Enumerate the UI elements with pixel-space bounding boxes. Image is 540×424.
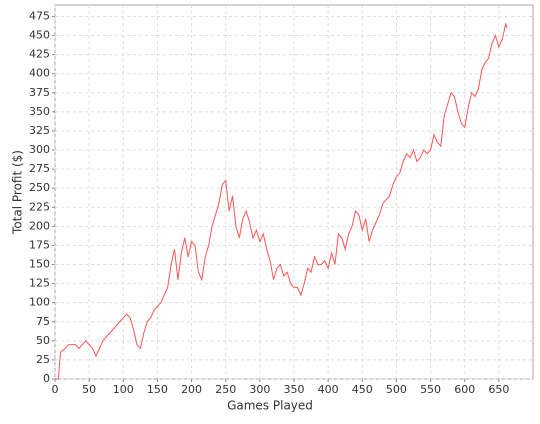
line-series (55, 22, 508, 380)
x-tick-label: 300 (249, 383, 270, 396)
y-tick-label: 325 (29, 124, 50, 137)
x-tick-label: 400 (318, 383, 339, 396)
x-tick-label: 200 (181, 383, 202, 396)
x-axis-label: Games Played (227, 399, 313, 413)
y-tick-label: 125 (29, 277, 50, 290)
x-tick-label: 0 (52, 383, 59, 396)
x-tick-label: 450 (352, 383, 373, 396)
y-tick-label: 225 (29, 200, 50, 213)
y-tick-label: 25 (36, 353, 50, 366)
x-tick-label: 50 (82, 383, 96, 396)
y-tick-label: 450 (29, 29, 50, 42)
y-tick-label: 175 (29, 238, 50, 251)
y-axis-label: Total Profit ($) (11, 150, 25, 235)
x-tick-label: 250 (215, 383, 236, 396)
x-tick-label: 150 (147, 383, 168, 396)
y-tick-label: 50 (36, 334, 50, 347)
y-tick-label: 400 (29, 67, 50, 80)
y-tick-label: 0 (43, 372, 50, 385)
y-tick-label: 425 (29, 48, 50, 61)
x-tick-label: 650 (488, 383, 509, 396)
x-tick-label: 350 (284, 383, 305, 396)
y-tick-label: 475 (29, 9, 50, 22)
y-tick-label: 200 (29, 219, 50, 232)
y-tick-label: 100 (29, 296, 50, 309)
y-tick-label: 250 (29, 181, 50, 194)
x-tick-label: 600 (454, 383, 475, 396)
x-tick-label: 100 (113, 383, 134, 396)
y-tick-label: 275 (29, 162, 50, 175)
y-tick-label: 150 (29, 258, 50, 271)
x-tick-label: 500 (386, 383, 407, 396)
y-tick-label: 300 (29, 143, 50, 156)
y-tick-label: 75 (36, 315, 50, 328)
y-tick-label: 350 (29, 105, 50, 118)
x-tick-label: 550 (420, 383, 441, 396)
y-tick-label: 375 (29, 86, 50, 99)
